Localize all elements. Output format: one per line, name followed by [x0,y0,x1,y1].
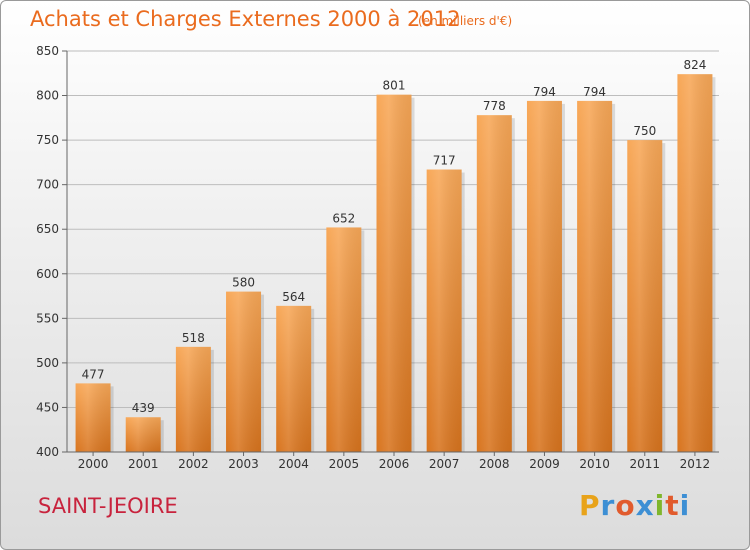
y-axis: 400 450 500 550 600 650 700 750 800 850 [36,44,68,459]
bar-highlight [276,305,312,452]
y-tick-label: 800 [36,89,59,103]
y-tick-label: 550 [36,311,59,325]
x-tick-label: 2002 [178,457,209,471]
bar-2010 [577,100,616,452]
y-tick-label: 600 [36,267,59,281]
logo-letter: i [654,489,666,522]
bars [75,74,716,453]
data-label: 564 [282,290,305,304]
bar-2001 [125,417,164,452]
x-tick-label: 2010 [579,457,610,471]
data-label: 750 [633,124,656,138]
bar-highlight [376,94,412,453]
data-label: 794 [533,85,556,99]
y-tick-label: 500 [36,356,59,370]
data-label: 801 [383,79,406,93]
logo-letter: t [665,489,680,522]
x-tick-label: 2006 [379,457,410,471]
y-tick-label: 850 [36,44,59,58]
bar-highlight [627,140,663,452]
data-label: 778 [483,99,506,113]
y-tick-label: 750 [36,133,59,147]
x-tick-label: 2008 [479,457,510,471]
bar-highlight [677,74,713,453]
chart-subtitle: (en milliers d'€) [418,14,513,28]
data-label: 652 [332,211,355,225]
data-label: 580 [232,276,255,290]
x-tick-label: 2000 [78,457,109,471]
data-label: 439 [132,401,155,415]
chart-title: Achats et Charges Externes 2000 à 2012 [30,7,461,31]
bar-2007 [426,169,465,453]
bar-highlight [75,383,111,452]
data-label: 518 [182,331,205,345]
y-tick-label: 650 [36,222,59,236]
y-tick-label: 450 [36,400,59,414]
bar-2008 [476,115,515,452]
bar-2002 [175,346,214,452]
x-tick-label: 2004 [278,457,309,471]
x-tick-label: 2005 [329,457,360,471]
y-tick-label: 700 [36,178,59,192]
bar-highlight [526,100,562,452]
bar-highlight [426,169,462,453]
bar-2000 [75,383,114,452]
logo-letter: r [600,489,616,522]
x-tick-label: 2003 [228,457,259,471]
x-tick-label: 2001 [128,457,159,471]
x-tick-label: 2009 [529,457,560,471]
logo-letter: o [615,489,636,522]
x-tick-label: 2011 [629,457,660,471]
x-tick-label: 2012 [680,457,711,471]
logo-letter: P [579,489,601,522]
data-label: 477 [82,367,105,381]
x-axis: 2000 2001 2002 2003 2004 2005 2006 2007 2008 2009… [67,451,719,471]
bar-highlight [175,346,211,452]
data-label: 794 [583,85,606,99]
bar-highlight [226,291,262,452]
commune-name: SAINT-JEOIRE [38,494,178,518]
bar-highlight [125,417,161,452]
bar-2005 [326,227,365,452]
y-tick-label: 400 [36,445,59,459]
bar-2011 [627,140,666,452]
data-label: 824 [683,58,706,72]
data-labels: 477 439 518 580 564 652 801 717 778 794 794 750 824 [82,58,707,415]
bar-2009 [526,100,565,452]
bar-2004 [276,305,315,452]
bar-highlight [476,115,512,452]
bar-2012 [677,74,716,453]
proxiti-logo: Proxiti [579,489,690,522]
bar-highlight [326,227,362,452]
bar-2006 [376,94,415,453]
logo-letter: i [679,489,691,522]
bar-highlight [577,100,613,452]
logo-letter: x [635,489,655,522]
x-tick-label: 2007 [429,457,460,471]
data-label: 717 [433,154,456,168]
bar-2003 [226,291,265,452]
